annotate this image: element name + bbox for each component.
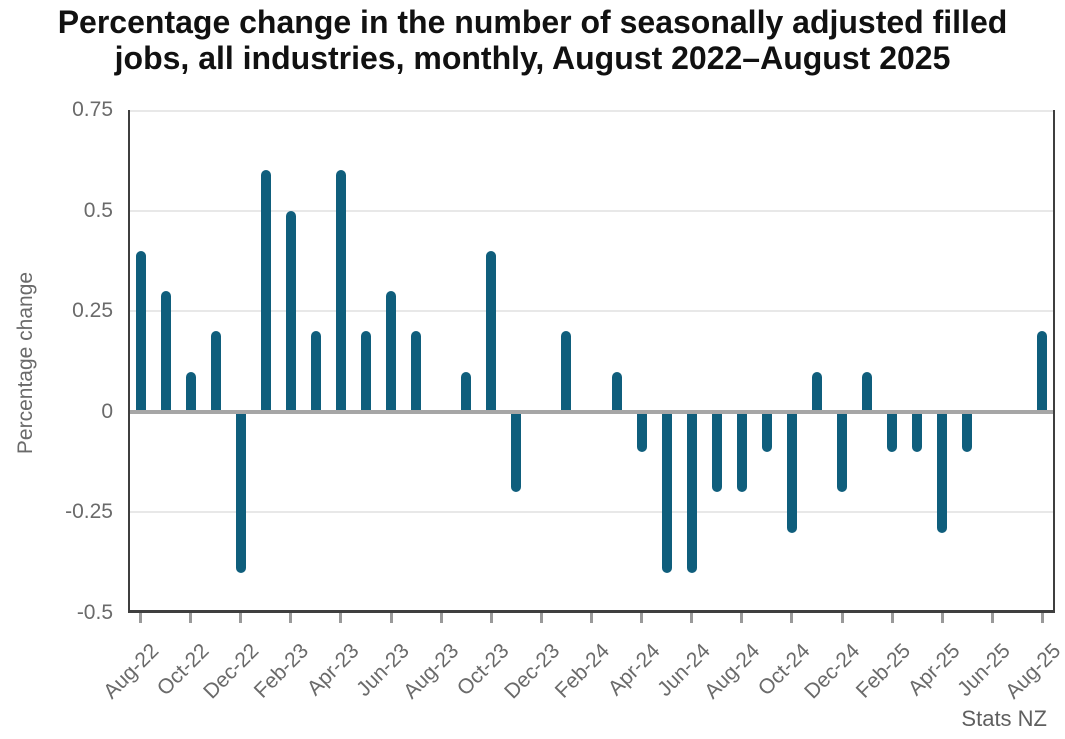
y-tick-label: -0.25 <box>65 500 113 524</box>
plot-area <box>128 110 1055 623</box>
x-tick <box>790 613 794 623</box>
y-tick-label: 0 <box>101 399 113 423</box>
x-tick <box>289 613 293 623</box>
bar-Nov-24 <box>811 371 822 412</box>
x-tick <box>339 613 343 623</box>
bar-Feb-25 <box>887 411 898 453</box>
bar-Apr-25 <box>937 411 948 533</box>
bar-Aug-22 <box>135 250 146 412</box>
y-axis-title: Percentage change <box>14 271 37 455</box>
x-tick-label: Apr-25 <box>903 639 965 701</box>
right-border-line <box>1053 110 1055 613</box>
bar-Jul-24 <box>711 411 722 493</box>
x-tick-label: Feb-24 <box>550 639 615 703</box>
y-tick-label: 0.25 <box>72 299 113 323</box>
bar-Dec-24 <box>837 411 848 493</box>
x-tick-label: Aug-23 <box>399 639 464 704</box>
bar-May-24 <box>661 411 672 573</box>
gridline <box>128 511 1055 514</box>
x-tick <box>139 613 143 623</box>
bar-Dec-22 <box>235 411 246 573</box>
x-tick <box>840 613 844 623</box>
gridline <box>128 310 1055 313</box>
x-tick <box>690 613 694 623</box>
y-tick-label: 0.75 <box>72 98 113 121</box>
zero-line <box>128 409 1055 414</box>
bar-Apr-23 <box>335 170 346 412</box>
x-tick-label: Dec-22 <box>199 639 264 704</box>
bar-Sep-23 <box>461 371 472 412</box>
bar-Jan-23 <box>260 170 271 412</box>
x-tick <box>539 613 543 623</box>
x-tick <box>239 613 243 623</box>
bar-Apr-24 <box>636 411 647 453</box>
bar-Sep-22 <box>160 291 171 412</box>
gridline <box>128 209 1055 212</box>
bar-May-25 <box>962 411 973 453</box>
x-tick <box>890 613 894 623</box>
bar-Aug-24 <box>736 411 747 493</box>
x-tick-label: Feb-25 <box>851 639 915 703</box>
x-tick <box>940 613 944 623</box>
x-tick <box>439 613 443 623</box>
bar-Jul-23 <box>411 331 422 412</box>
bar-Jan-25 <box>862 371 873 412</box>
x-tick <box>590 613 593 623</box>
gridline <box>128 110 1055 112</box>
x-tick <box>990 613 994 623</box>
y-axis-line <box>128 110 130 613</box>
x-tick <box>489 613 493 623</box>
bar-Sep-24 <box>761 411 772 453</box>
chart-title: Percentage change in the number of seaso… <box>57 4 1008 77</box>
bar-Oct-24 <box>786 411 797 533</box>
x-tick-label: Apr-23 <box>302 639 364 701</box>
bar-Jun-23 <box>386 291 397 412</box>
bar-Aug-25 <box>1037 331 1048 412</box>
bar-May-23 <box>361 331 371 412</box>
x-tick-label: Aug-22 <box>98 639 164 704</box>
bar-Mar-24 <box>611 371 622 412</box>
source-attribution: Stats NZ <box>961 706 1047 731</box>
x-tick-label: Dec-23 <box>499 639 564 704</box>
bar-Mar-23 <box>310 331 321 412</box>
x-tick <box>640 613 644 623</box>
x-tick-label: Feb-23 <box>250 639 314 703</box>
x-tick-label: Aug-24 <box>700 639 765 704</box>
bar-Nov-23 <box>511 411 522 493</box>
y-tick-label: 0.5 <box>83 198 113 222</box>
x-tick <box>189 613 193 623</box>
bar-Nov-22 <box>210 331 221 412</box>
x-tick <box>740 613 744 623</box>
bar-Oct-23 <box>486 250 497 412</box>
x-tick <box>1040 613 1044 623</box>
x-tick <box>389 613 393 623</box>
y-tick-label: -0.5 <box>76 601 113 624</box>
x-tick-label: Dec-24 <box>800 639 865 704</box>
bar-Feb-23 <box>285 210 296 412</box>
bar-Jun-24 <box>686 411 697 573</box>
x-axis-line <box>128 610 1055 613</box>
bar-Mar-25 <box>912 411 923 453</box>
x-tick-label: Apr-24 <box>603 639 665 701</box>
bar-Oct-22 <box>185 371 196 412</box>
x-tick-label: Aug-25 <box>1000 639 1065 704</box>
bar-Jan-24 <box>561 331 572 412</box>
